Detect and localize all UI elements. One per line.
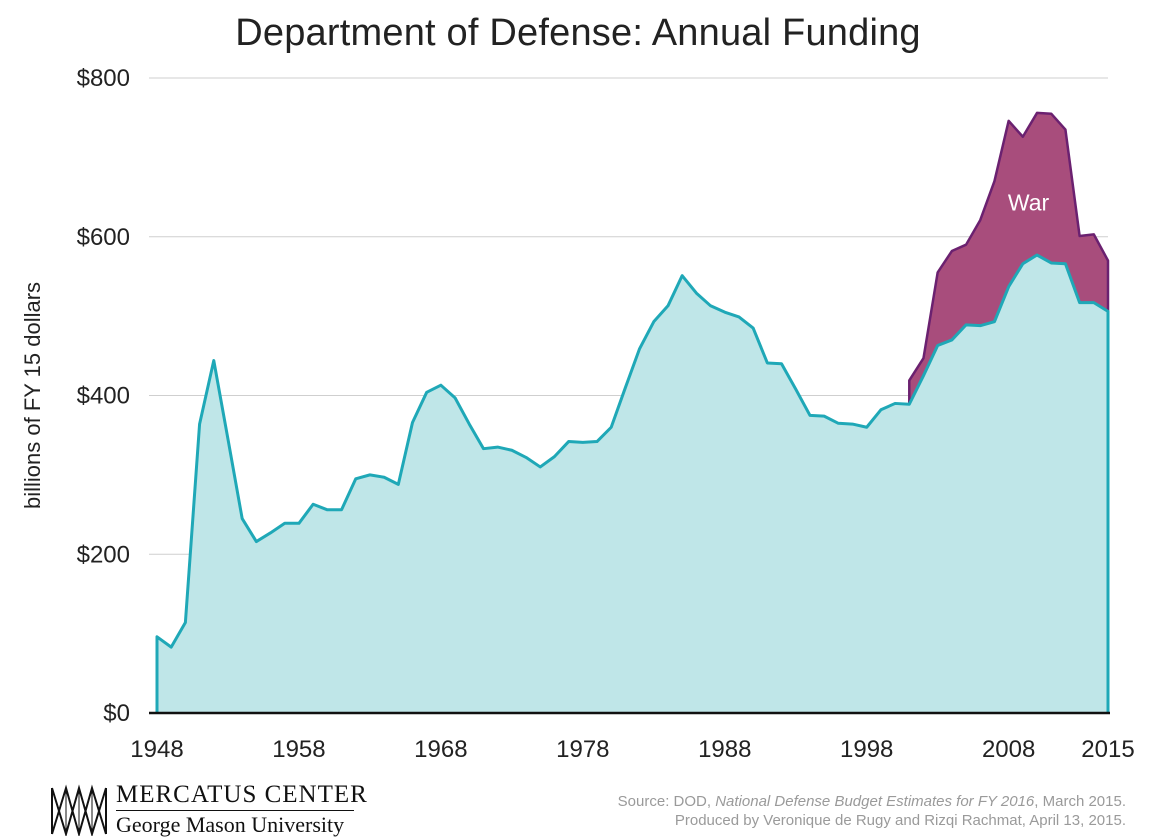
source-line-2: Produced by Veronique de Rugy and Rizqi … bbox=[674, 812, 1126, 829]
source-suffix: , March 2015. bbox=[1034, 793, 1126, 810]
war-label: War bbox=[1008, 190, 1050, 216]
y-tick-label: $600 bbox=[77, 224, 130, 251]
source-line-1: Source: DOD, National Defense Budget Est… bbox=[618, 792, 1126, 811]
logo-divider bbox=[116, 810, 354, 811]
source-prefix: Source: DOD, bbox=[617, 793, 716, 810]
chart-title: Department of Defense: Annual Funding bbox=[235, 12, 921, 54]
y-tick-label: $800 bbox=[77, 65, 130, 92]
war-funding-line bbox=[908, 111, 1110, 405]
x-tick-label: 1998 bbox=[840, 736, 893, 763]
y-tick-label: $0 bbox=[103, 700, 130, 727]
x-tick-label: 1958 bbox=[272, 736, 325, 763]
x-tick-label: 1988 bbox=[698, 736, 751, 763]
logo-line-1: MERCATUS CENTER bbox=[116, 781, 368, 808]
tick-labels: $0 $200 $400 $600 $800 1948 1958 1968 1978 1988 19… bbox=[77, 65, 1135, 763]
x-tick-label: 1968 bbox=[414, 736, 467, 763]
x-tick-label: 2008 bbox=[982, 736, 1035, 763]
base-funding-line bbox=[155, 253, 1110, 713]
x-tick-label: 1948 bbox=[130, 736, 183, 763]
plot-area bbox=[155, 111, 1110, 713]
y-axis-title: billions of FY 15 dollars bbox=[20, 282, 45, 509]
logo-line-2: George Mason University bbox=[116, 812, 345, 837]
x-tick-label: 2015 bbox=[1081, 736, 1134, 763]
source-publication: National Defense Budget Estimates for FY… bbox=[715, 793, 1035, 810]
y-tick-label: $400 bbox=[77, 383, 130, 410]
mercatus-mark-icon bbox=[48, 783, 110, 836]
base-funding-area bbox=[157, 255, 1108, 713]
source-note: Source: DOD, National Defense Budget Est… bbox=[618, 792, 1126, 830]
x-tick-label: 1978 bbox=[556, 736, 609, 763]
y-tick-label: $200 bbox=[77, 541, 130, 568]
mercatus-logo: MERCATUS CENTER George Mason University bbox=[48, 782, 368, 837]
